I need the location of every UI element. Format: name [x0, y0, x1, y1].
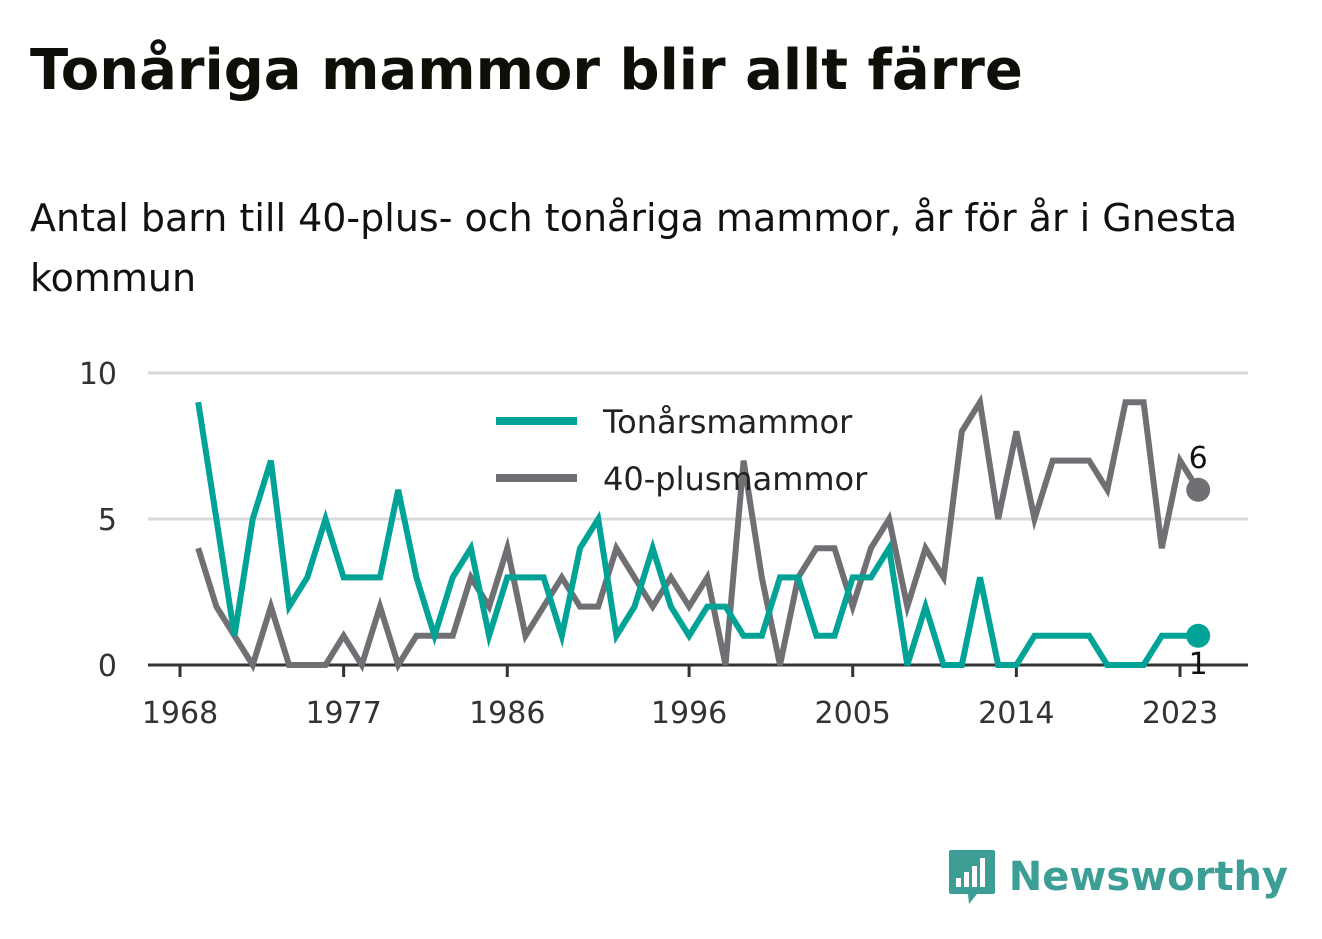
brand-name: Newsworthy: [1008, 854, 1288, 900]
x-tick-label: 1996: [651, 696, 727, 731]
series-lines: 61: [195, 393, 1211, 682]
x-tick-label: 1968: [142, 696, 218, 731]
series-end-label: 6: [1189, 441, 1208, 476]
series-line-40-plusmammor: [195, 393, 1201, 673]
y-axis-ticks: 0 5 10: [79, 357, 117, 684]
legend-label: 40-plusmammor: [603, 460, 868, 498]
series-end-marker: [1186, 623, 1211, 648]
legend-label: Tonårsmammor: [602, 403, 853, 441]
y-tick-label: 0: [98, 649, 117, 684]
series-end-marker: [1186, 477, 1211, 502]
x-tick-label: 2005: [815, 696, 891, 731]
x-tick-label: 1986: [469, 696, 545, 731]
chart-title: Tonåriga mammor blir allt färre: [30, 38, 1023, 103]
x-tick-label: 2023: [1142, 696, 1218, 731]
newsworthy-logo-icon: [948, 850, 995, 904]
y-tick-label: 10: [79, 357, 117, 392]
y-tick-label: 5: [98, 503, 117, 538]
brand: Newsworthy: [947, 848, 1288, 906]
x-tick-label: 2014: [978, 696, 1054, 731]
series-line-tonarsmammor: [195, 401, 1199, 668]
series-end-label: 1: [1189, 647, 1208, 682]
grid-lines: [148, 371, 1248, 521]
x-axis: 1968 1977 1986 1996 2005 2014 2023: [142, 663, 1248, 731]
chart-subtitle: Antal barn till 40-plus- och tonåriga ma…: [30, 196, 1238, 300]
legend: Tonårsmammor 40-plusmammor: [496, 403, 868, 498]
x-tick-label: 1977: [305, 696, 381, 731]
